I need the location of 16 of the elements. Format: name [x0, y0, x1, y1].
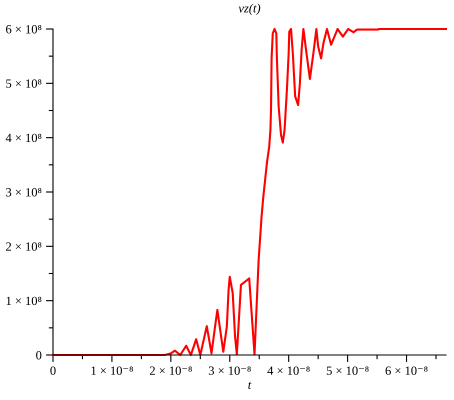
- x-tick-label: 5 × 10⁻⁸: [326, 366, 369, 375]
- x-axis-title: t: [248, 382, 252, 390]
- x-tick-label: 6 × 10⁻⁸: [386, 366, 428, 375]
- x-tick-label: 1 × 10⁻⁸: [92, 366, 133, 375]
- x-tick-label: 3 × 10⁻⁸: [208, 366, 251, 375]
- x-tick-label: 0: [50, 366, 56, 375]
- y-tick-label: 0: [36, 351, 42, 360]
- chart-title: vz(t): [238, 4, 260, 15]
- x-tick-label: 2 × 10⁻⁸: [150, 366, 192, 375]
- y-tick-label: 5 × 10⁸: [6, 79, 42, 88]
- y-tick-label: 2 × 10⁸: [6, 242, 42, 251]
- y-tick-label: 4 × 10⁸: [6, 134, 42, 142]
- y-tick-label: 6 × 10⁸: [6, 25, 42, 34]
- x-tick-label: 4 × 10⁻⁸: [267, 366, 310, 375]
- y-tick-label: 3 × 10⁸: [6, 188, 42, 196]
- y-tick-label: 1 × 10⁸: [6, 296, 42, 306]
